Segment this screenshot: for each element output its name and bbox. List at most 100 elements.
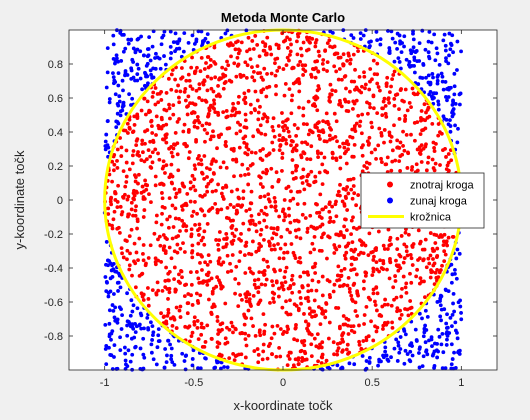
point-inside: [375, 111, 380, 116]
point-inside: [314, 38, 319, 42]
point-inside: [390, 77, 395, 81]
point-inside: [391, 73, 396, 77]
point-inside: [160, 211, 164, 216]
point-inside: [216, 247, 221, 252]
point-inside: [256, 360, 261, 365]
point-inside: [189, 65, 194, 70]
point-inside: [357, 323, 361, 328]
point-inside: [410, 263, 415, 267]
point-inside: [183, 141, 188, 146]
point-inside: [381, 243, 386, 248]
point-inside: [130, 273, 134, 278]
point-inside: [357, 74, 362, 79]
point-inside: [221, 260, 226, 265]
point-inside: [197, 162, 201, 166]
point-inside: [282, 198, 287, 202]
point-inside: [129, 207, 134, 212]
point-inside: [306, 322, 311, 326]
point-inside: [305, 270, 310, 274]
point-inside: [277, 256, 282, 261]
point-inside: [409, 167, 414, 172]
point-outside: [453, 320, 458, 325]
point-outside: [104, 279, 109, 284]
point-outside: [436, 99, 441, 104]
point-inside: [290, 93, 295, 98]
point-inside: [205, 262, 210, 267]
point-outside: [411, 37, 416, 42]
point-inside: [175, 250, 180, 255]
point-outside: [116, 289, 120, 293]
point-inside: [168, 116, 172, 121]
point-outside: [142, 326, 146, 331]
point-inside: [420, 128, 424, 133]
point-outside: [145, 47, 150, 52]
point-inside: [354, 256, 359, 261]
point-outside: [133, 330, 138, 335]
point-inside: [310, 315, 314, 319]
point-outside: [414, 49, 419, 53]
point-inside: [234, 131, 239, 136]
point-inside: [320, 222, 325, 227]
point-inside: [320, 293, 325, 298]
point-inside: [141, 215, 146, 219]
point-inside: [266, 197, 271, 202]
point-inside: [233, 291, 237, 296]
point-inside: [188, 186, 193, 191]
point-inside: [192, 120, 197, 125]
point-inside: [389, 84, 393, 89]
point-inside: [285, 363, 290, 368]
point-inside: [115, 226, 120, 231]
point-inside: [193, 102, 198, 107]
point-inside: [358, 119, 363, 124]
point-inside: [247, 227, 251, 232]
point-outside: [396, 343, 401, 348]
point-inside: [430, 270, 435, 274]
point-inside: [211, 171, 216, 175]
point-inside: [245, 63, 250, 68]
point-outside: [451, 50, 455, 55]
point-inside: [300, 212, 305, 217]
point-inside: [125, 197, 130, 202]
point-outside: [458, 304, 463, 309]
point-inside: [250, 65, 254, 70]
point-inside: [182, 90, 187, 94]
point-inside: [245, 166, 250, 171]
point-inside: [147, 192, 151, 197]
point-inside: [264, 212, 269, 217]
point-inside: [261, 147, 265, 151]
point-inside: [338, 182, 342, 187]
point-inside: [190, 255, 195, 260]
point-inside: [415, 147, 420, 152]
point-outside: [105, 70, 110, 75]
point-inside: [236, 304, 241, 309]
point-inside: [328, 82, 333, 87]
point-inside: [346, 142, 351, 147]
point-inside: [200, 268, 204, 272]
point-inside: [289, 277, 294, 282]
point-inside: [291, 146, 296, 151]
point-inside: [317, 54, 322, 58]
point-inside: [406, 232, 411, 237]
point-inside: [305, 326, 309, 331]
point-inside: [314, 201, 318, 206]
point-inside: [195, 125, 200, 130]
point-inside: [332, 111, 337, 116]
point-inside: [367, 231, 372, 236]
point-inside: [215, 345, 220, 349]
point-inside: [206, 182, 211, 186]
point-inside: [211, 89, 216, 94]
point-outside: [364, 359, 369, 363]
point-inside: [244, 240, 249, 245]
point-inside: [307, 306, 312, 311]
point-inside: [311, 225, 316, 230]
point-inside: [291, 196, 296, 201]
point-outside: [335, 363, 340, 368]
point-inside: [219, 132, 224, 137]
point-inside: [324, 111, 329, 116]
point-inside: [376, 229, 381, 234]
point-inside: [313, 314, 317, 319]
point-outside: [116, 71, 121, 75]
point-inside: [230, 231, 235, 236]
point-outside: [390, 36, 395, 41]
point-inside: [115, 166, 120, 170]
